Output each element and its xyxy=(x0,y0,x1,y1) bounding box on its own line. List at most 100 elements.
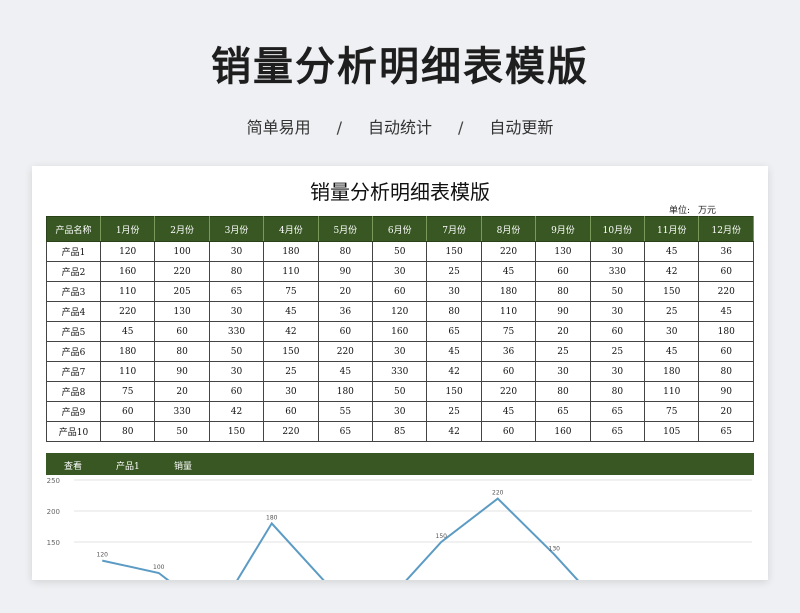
sales-cell[interactable]: 30 xyxy=(372,401,428,422)
sales-cell[interactable]: 30 xyxy=(372,341,428,362)
sales-cell[interactable]: 110 xyxy=(99,281,156,302)
sales-cell[interactable]: 60 xyxy=(480,421,537,442)
product-name-cell[interactable]: 产品7 xyxy=(46,361,101,382)
sales-cell[interactable]: 330 xyxy=(208,321,265,342)
sales-cell[interactable]: 60 xyxy=(535,261,591,282)
sales-cell[interactable]: 180 xyxy=(263,241,319,262)
sales-cell[interactable]: 55 xyxy=(317,401,374,422)
sales-cell[interactable]: 80 xyxy=(154,341,210,362)
sales-cell[interactable]: 20 xyxy=(154,381,210,402)
sales-cell[interactable]: 30 xyxy=(426,281,482,302)
sales-cell[interactable]: 100 xyxy=(154,241,210,262)
product-name-cell[interactable]: 产品2 xyxy=(46,261,101,282)
sales-cell[interactable]: 80 xyxy=(535,381,591,402)
sales-cell[interactable]: 150 xyxy=(426,241,482,262)
sales-cell[interactable]: 180 xyxy=(644,361,700,382)
sales-cell[interactable]: 25 xyxy=(426,261,482,282)
sales-cell[interactable]: 60 xyxy=(372,281,428,302)
sales-cell[interactable]: 25 xyxy=(589,341,646,362)
sales-cell[interactable]: 80 xyxy=(589,381,646,402)
sales-cell[interactable]: 90 xyxy=(698,381,754,402)
sales-cell[interactable]: 60 xyxy=(698,341,754,362)
sales-cell[interactable]: 150 xyxy=(208,421,265,442)
product-name-cell[interactable]: 产品3 xyxy=(46,281,101,302)
product-name-cell[interactable]: 产品6 xyxy=(46,341,101,362)
sales-cell[interactable]: 30 xyxy=(263,381,319,402)
sales-cell[interactable]: 20 xyxy=(317,281,374,302)
sales-cell[interactable]: 80 xyxy=(535,281,591,302)
sales-cell[interactable]: 60 xyxy=(480,361,537,382)
sales-cell[interactable]: 75 xyxy=(480,321,537,342)
sales-cell[interactable]: 50 xyxy=(589,281,646,302)
sales-cell[interactable]: 30 xyxy=(644,321,700,342)
sales-cell[interactable]: 220 xyxy=(99,301,156,322)
sales-cell[interactable]: 25 xyxy=(644,301,700,322)
sales-cell[interactable]: 80 xyxy=(99,421,156,442)
product-name-cell[interactable]: 产品5 xyxy=(46,321,101,342)
sales-cell[interactable]: 45 xyxy=(698,301,754,322)
sales-cell[interactable]: 45 xyxy=(99,321,156,342)
sales-cell[interactable]: 110 xyxy=(99,361,156,382)
sales-cell[interactable]: 110 xyxy=(480,301,537,322)
sales-cell[interactable]: 220 xyxy=(154,261,210,282)
sales-cell[interactable]: 110 xyxy=(263,261,319,282)
sales-cell[interactable]: 90 xyxy=(535,301,591,322)
sales-cell[interactable]: 60 xyxy=(208,381,265,402)
sales-cell[interactable]: 205 xyxy=(154,281,210,302)
sales-cell[interactable]: 42 xyxy=(208,401,265,422)
sales-cell[interactable]: 150 xyxy=(644,281,700,302)
product-name-cell[interactable]: 产品8 xyxy=(46,381,101,402)
sales-cell[interactable]: 60 xyxy=(154,321,210,342)
sales-cell[interactable]: 65 xyxy=(589,401,646,422)
sales-cell[interactable]: 75 xyxy=(99,381,156,402)
sales-cell[interactable]: 80 xyxy=(317,241,374,262)
sales-cell[interactable]: 65 xyxy=(535,401,591,422)
sales-cell[interactable]: 130 xyxy=(535,241,591,262)
sales-cell[interactable]: 50 xyxy=(154,421,210,442)
sales-cell[interactable]: 90 xyxy=(317,261,374,282)
sales-cell[interactable]: 36 xyxy=(317,301,374,322)
product-name-cell[interactable]: 产品1 xyxy=(46,241,101,262)
sales-cell[interactable]: 25 xyxy=(535,341,591,362)
sales-cell[interactable]: 180 xyxy=(480,281,537,302)
sales-cell[interactable]: 42 xyxy=(426,421,482,442)
sales-cell[interactable]: 105 xyxy=(644,421,700,442)
sales-cell[interactable]: 80 xyxy=(698,361,754,382)
sales-cell[interactable]: 45 xyxy=(426,341,482,362)
sales-cell[interactable]: 30 xyxy=(208,241,265,262)
sales-cell[interactable]: 65 xyxy=(589,421,646,442)
sales-cell[interactable]: 20 xyxy=(698,401,754,422)
sales-cell[interactable]: 45 xyxy=(263,301,319,322)
sales-cell[interactable]: 65 xyxy=(317,421,374,442)
sales-cell[interactable]: 160 xyxy=(535,421,591,442)
sales-cell[interactable]: 180 xyxy=(698,321,754,342)
sales-cell[interactable]: 45 xyxy=(480,261,537,282)
sales-cell[interactable]: 330 xyxy=(154,401,210,422)
sales-cell[interactable]: 30 xyxy=(208,301,265,322)
sales-cell[interactable]: 60 xyxy=(698,261,754,282)
sales-cell[interactable]: 42 xyxy=(263,321,319,342)
sales-cell[interactable]: 50 xyxy=(372,241,428,262)
sales-cell[interactable]: 45 xyxy=(480,401,537,422)
product-name-cell[interactable]: 产品9 xyxy=(46,401,101,422)
sales-cell[interactable]: 30 xyxy=(589,301,646,322)
sales-cell[interactable]: 50 xyxy=(208,341,265,362)
sales-cell[interactable]: 75 xyxy=(644,401,700,422)
sales-cell[interactable]: 120 xyxy=(99,241,156,262)
sales-cell[interactable]: 20 xyxy=(535,321,591,342)
sales-cell[interactable]: 60 xyxy=(263,401,319,422)
product-name-cell[interactable]: 产品4 xyxy=(46,301,101,322)
sales-cell[interactable]: 85 xyxy=(372,421,428,442)
sales-cell[interactable]: 150 xyxy=(426,381,482,402)
sales-cell[interactable]: 330 xyxy=(589,261,646,282)
sales-cell[interactable]: 220 xyxy=(263,421,319,442)
sales-cell[interactable]: 180 xyxy=(99,341,156,362)
sales-cell[interactable]: 80 xyxy=(208,261,265,282)
sales-cell[interactable]: 30 xyxy=(535,361,591,382)
sales-cell[interactable]: 25 xyxy=(263,361,319,382)
sales-cell[interactable]: 30 xyxy=(589,241,646,262)
sales-cell[interactable]: 45 xyxy=(644,341,700,362)
product-selector[interactable]: 产品1 xyxy=(116,462,140,472)
sales-cell[interactable]: 45 xyxy=(317,361,374,382)
sales-cell[interactable]: 30 xyxy=(589,361,646,382)
